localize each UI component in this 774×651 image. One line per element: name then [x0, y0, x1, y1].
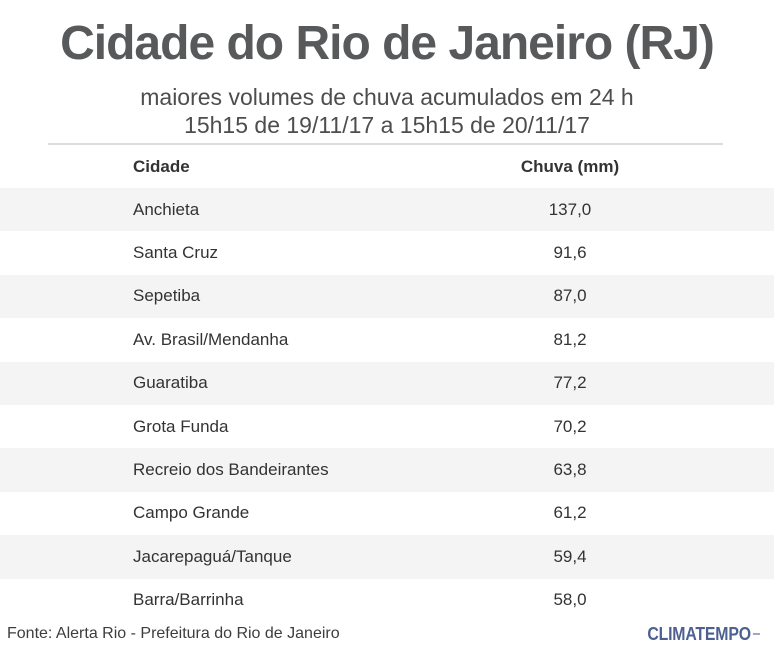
climatempo-logo-mark [752, 633, 760, 635]
rain-value-cell: 77,2 [553, 373, 587, 393]
table-row: Grota Funda 70,2 [0, 404, 774, 449]
city-cell: Jacarepaguá/Tanque [133, 546, 292, 566]
rain-value-cell: 61,2 [553, 503, 587, 523]
header-divider [48, 143, 723, 145]
table-row: Recreio dos Bandeirantes 63,8 [0, 448, 774, 492]
city-cell: Sepetiba [133, 286, 201, 306]
city-cell: Anchieta [133, 199, 200, 219]
table-body: Anchieta 137,0 Santa Cruz 91,6 Sepetiba … [0, 188, 774, 622]
rain-value-cell: 81,2 [553, 329, 587, 349]
climatempo-logo: CLIMATEMPO [648, 624, 760, 644]
table-row: Av. Brasil/Mendanha 81,2 [0, 318, 774, 362]
column-header-cidade: Cidade [133, 156, 190, 176]
rain-value-cell: 137,0 [548, 199, 592, 219]
city-cell: Guaratiba [133, 373, 208, 393]
source-text: Fonte: Alerta Rio - Prefeitura do Rio de… [7, 625, 340, 642]
table-row: Anchieta 137,0 [0, 188, 774, 232]
column-header-chuva: Chuva (mm) [520, 156, 620, 176]
rain-value-cell: 87,0 [553, 286, 587, 306]
table-header-row: Cidade Chuva (mm) [0, 145, 774, 188]
table-row: Guaratiba 77,2 [0, 361, 774, 405]
city-cell: Av. Brasil/Mendanha [133, 329, 289, 349]
city-cell: Barra/Barrinha [133, 590, 244, 610]
city-cell: Campo Grande [133, 503, 250, 523]
rain-value-cell: 58,0 [553, 590, 587, 610]
climatempo-logo-text: CLIMATEMPO [647, 623, 752, 644]
table-row: Sepetiba 87,0 [0, 274, 774, 319]
rain-value-cell: 63,8 [553, 460, 587, 480]
city-cell: Recreio dos Bandeirantes [133, 460, 329, 480]
city-cell: Santa Cruz [133, 243, 219, 263]
table-row: Santa Cruz 91,6 [0, 231, 774, 275]
table-row: Campo Grande 61,2 [0, 491, 774, 536]
rain-value-cell: 91,6 [553, 243, 587, 263]
table-row: Barra/Barrinha 58,0 [0, 578, 774, 622]
page-title: Cidade do Rio de Janeiro (RJ) [60, 17, 715, 70]
subtitle-line-1: maiores volumes de chuva acumulados em 2… [140, 84, 634, 110]
subtitle-line-2: 15h15 de 19/11/17 a 15h15 de 20/11/17 [184, 112, 590, 138]
rain-value-cell: 59,4 [553, 546, 587, 566]
rainfall-table: Cidade Chuva (mm) Anchieta 137,0 Santa C… [0, 145, 774, 622]
city-cell: Grota Funda [133, 416, 229, 436]
rain-value-cell: 70,2 [553, 416, 587, 436]
table-row: Jacarepaguá/Tanque 59,4 [0, 535, 774, 579]
